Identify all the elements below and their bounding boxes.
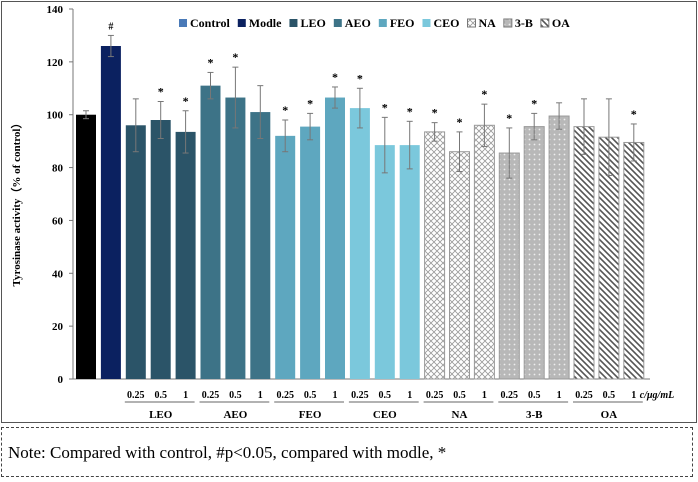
dose-label: 1 <box>631 390 636 401</box>
legend-swatch-NA <box>467 18 476 28</box>
legend-swatch-LEO <box>289 19 298 27</box>
dose-label: 1 <box>183 390 188 401</box>
dose-label: 0.25 <box>276 390 294 401</box>
legend-label-CEO: CEO <box>433 16 459 30</box>
dose-label: 1 <box>333 390 338 401</box>
bar-3-B-0.5 <box>523 126 545 380</box>
bar-CEO-1 <box>399 145 420 379</box>
y-tick-label: 60 <box>52 215 64 227</box>
dose-label: 0.25 <box>575 390 593 401</box>
bar-FEO-1 <box>325 97 345 380</box>
group-label-FEO: FEO <box>299 409 322 421</box>
group-label-AEO: AEO <box>223 409 247 421</box>
bar-LEO-0.25 <box>125 125 146 380</box>
legend-label-AEO: AEO <box>345 16 371 30</box>
significance-mark: * <box>158 85 164 99</box>
legend-label-Control: Control <box>190 16 230 30</box>
significance-mark: * <box>432 106 438 120</box>
significance-mark: * <box>457 115 463 129</box>
significance-mark: * <box>531 96 537 110</box>
bar-NA-1 <box>473 124 495 380</box>
bar-NA-0.5 <box>449 151 470 380</box>
y-tick-label: 140 <box>47 4 64 16</box>
significance-mark: * <box>307 96 313 110</box>
dose-label: 0.5 <box>528 390 541 401</box>
group-label-LEO: LEO <box>149 409 173 421</box>
bar-chart: Tyrosinase activity（% of control） 0 20 40 6… <box>10 4 674 421</box>
legend-swatch-Modle <box>237 19 246 27</box>
significance-mark: * <box>232 50 238 64</box>
legend-swatch-Control <box>179 19 187 27</box>
bar-AEO-0.25 <box>200 85 221 380</box>
dose-label: 0.5 <box>229 390 242 401</box>
dose-label: 0.5 <box>379 390 392 401</box>
dose-label: 1 <box>407 390 412 401</box>
note-text: Note: Compared with control, #p<0.05, co… <box>1 427 693 477</box>
significance-mark: * <box>481 87 487 101</box>
significance-mark: * <box>357 71 363 85</box>
bar-CEO-0.25 <box>349 108 370 379</box>
legend-label-NA: NA <box>479 16 497 30</box>
y-tick-label: 120 <box>47 57 64 69</box>
significance-mark: * <box>208 55 214 69</box>
significance-mark: * <box>332 70 338 84</box>
legend-swatch-OA <box>540 18 550 28</box>
legend-swatch-3-B <box>503 18 513 28</box>
dose-label: 0.5 <box>304 390 317 401</box>
dose-label: 0.25 <box>501 390 519 401</box>
significance-mark: * <box>631 107 637 121</box>
y-tick-label: 100 <box>47 110 64 122</box>
dose-label: 0.5 <box>453 390 466 401</box>
y-tick-label: 40 <box>52 268 64 280</box>
group-label-NA: NA <box>452 409 468 421</box>
bar-AEO-0.5 <box>225 97 246 380</box>
bar-FEO-0.25 <box>275 135 296 379</box>
dose-label: 0.25 <box>127 390 145 401</box>
significance-mark: # <box>108 21 113 32</box>
bar-OA-1 <box>623 141 645 380</box>
chart-frame: Tyrosinase activity（% of control） 0 20 40 6… <box>1 1 697 423</box>
bar-CEO-0.5 <box>374 145 395 379</box>
bar-Modle <box>100 46 121 379</box>
dose-label: 0.25 <box>202 390 220 401</box>
legend-label-LEO: LEO <box>300 16 325 30</box>
dose-label: 1 <box>557 390 562 401</box>
dose-label: 1 <box>482 390 487 401</box>
legend-swatch-CEO <box>422 19 431 27</box>
y-axis-label: Tyrosinase activity（% of control） <box>10 118 23 287</box>
significance-mark: * <box>382 100 388 114</box>
dose-label: 0.25 <box>351 390 369 401</box>
dose-label: 1 <box>258 390 263 401</box>
bar-Control <box>76 114 96 379</box>
bar-OA-0.25 <box>573 126 595 380</box>
y-tick-label: 80 <box>52 163 64 175</box>
group-label-CEO: CEO <box>373 409 397 421</box>
bar-NA-0.25 <box>424 131 446 380</box>
group-label-OA: OA <box>601 409 618 421</box>
y-tick-label: 0 <box>58 374 64 386</box>
legend-label-FEO: FEO <box>390 16 415 30</box>
significance-mark: * <box>506 111 512 125</box>
bar-LEO-0.5 <box>150 120 171 379</box>
group-label-3-B: 3-B <box>526 409 543 421</box>
significance-mark: * <box>282 103 288 117</box>
legend-swatch-AEO <box>333 19 342 27</box>
bar-AEO-1 <box>250 112 271 380</box>
bar-3-B-0.25 <box>498 152 520 380</box>
legend-label-Modle: Modle <box>249 16 282 30</box>
legend-label-3-B: 3-B <box>515 16 533 30</box>
bar-LEO-1 <box>175 131 196 379</box>
legend-swatch-FEO <box>378 19 387 27</box>
legend-label-OA: OA <box>552 16 570 30</box>
bar-3-B-1 <box>548 115 570 380</box>
dose-label: 0.5 <box>154 390 167 401</box>
unit-label: c/μg/mL <box>640 390 674 401</box>
dose-label: 0.25 <box>426 390 444 401</box>
dose-label: 0.5 <box>603 390 616 401</box>
significance-mark: * <box>183 94 189 108</box>
significance-mark: * <box>407 104 413 118</box>
bar-FEO-0.5 <box>300 126 321 379</box>
y-tick-label: 20 <box>52 321 64 333</box>
